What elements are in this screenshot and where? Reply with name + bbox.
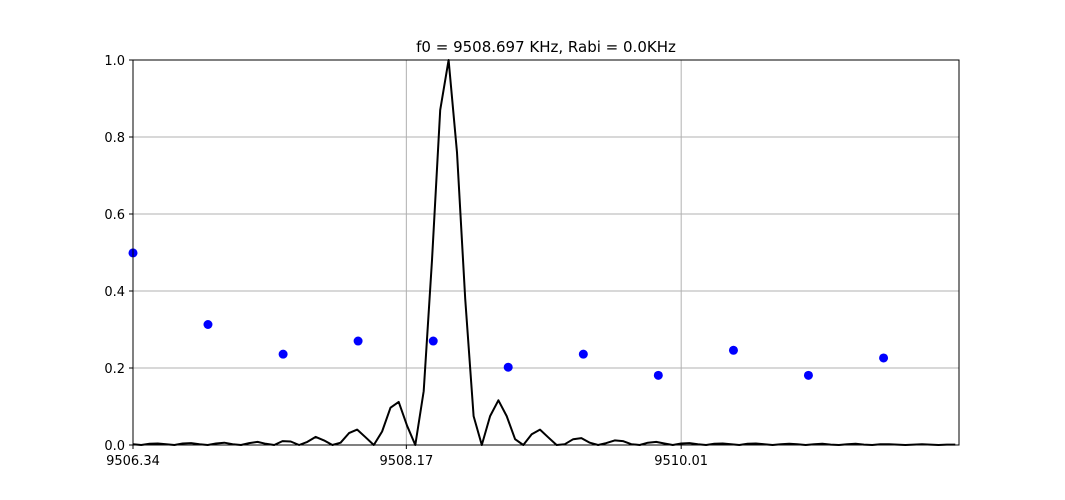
y-axis: 0.0 0.2 0.4 0.6 0.8 1.0: [104, 54, 133, 454]
series-line: [132, 59, 956, 446]
y-tick-label: 0.2: [104, 362, 125, 377]
x-tick-label: 9508.17: [379, 454, 433, 469]
chart-title: f0 = 9508.697 KHz, Rabi = 0.0KHz: [416, 38, 676, 56]
x-tick-label: 9506.34: [106, 454, 160, 469]
y-tick-label: 0.0: [104, 439, 125, 454]
axes-frame: [132, 59, 960, 446]
scatter-point: [879, 353, 889, 363]
x-tick-label: 9510.01: [654, 454, 708, 469]
scatter-point: [653, 370, 663, 380]
scatter-point: [203, 319, 213, 329]
scatter-point: [353, 336, 363, 346]
scatter-point: [278, 349, 288, 359]
y-tick-label: 0.4: [104, 285, 125, 300]
scatter-point: [428, 336, 438, 346]
y-tick-label: 1.0: [104, 54, 125, 69]
scatter-point: [728, 345, 738, 355]
y-tick-label: 0.8: [104, 131, 125, 146]
scatter-point: [803, 370, 813, 380]
plot-area: [128, 59, 956, 446]
x-axis: 9506.34 9508.17 9510.01: [106, 445, 708, 469]
grid: [132, 59, 959, 446]
scatter-point: [503, 362, 513, 372]
y-tick-label: 0.6: [104, 208, 125, 223]
scatter-point: [578, 349, 588, 359]
